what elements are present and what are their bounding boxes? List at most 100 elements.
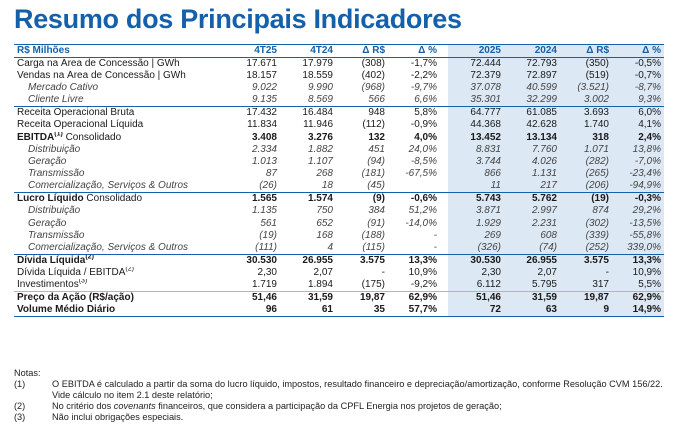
table-cell: 866 [448, 168, 504, 181]
footnote-ref: (2) [85, 254, 94, 261]
table-cell: (74) [504, 241, 560, 255]
table-cell: 339,0% [612, 241, 664, 255]
table-cell: (308) [361, 58, 385, 69]
table-cell: 13,3% [388, 253, 440, 267]
table-cell: 1.013 [251, 156, 277, 168]
table-row: Comercialização, Serviços & Outros (111) 4… [14, 241, 664, 255]
row-label-text: Dívida Líquida / EBITDA [17, 266, 126, 278]
table-cell: 269 [448, 229, 504, 242]
table-cell: 1.882 [307, 143, 333, 155]
row-label-text: Geração [28, 217, 67, 229]
row-label: Comercialização, Serviços & Outros [14, 242, 224, 255]
table-cell: 35.301 [448, 94, 504, 107]
row-label: Receita Operacional Líquida [14, 119, 224, 131]
table-cell: (45) [367, 180, 385, 192]
table-cell: (26) [259, 180, 277, 192]
table-cell: 72.444 [448, 57, 504, 70]
table-cell: 268 [316, 168, 333, 180]
col-header-delta-rs-q: Δ R$ [336, 44, 388, 58]
table-row: Distribuição 2.334 1.882 451 24,0% 8.831 7.760… [14, 143, 664, 156]
table-row: Preço da Ação (R$/ação) 51,46 31,59 19,87 62… [14, 291, 664, 305]
table-header-row: R$ Milhões 4T25 4T24 Δ R$ Δ % 2025 2024 … [14, 44, 664, 58]
table-cell: 566 [368, 94, 385, 106]
table-cell: 30.530 [448, 253, 504, 267]
table-cell: 17.671 [246, 58, 277, 69]
table-cell: (181) [361, 168, 385, 180]
table-cell: 6.112 [448, 279, 504, 292]
table-cell: 61.085 [504, 106, 560, 120]
footnote-ref: (1) [54, 131, 63, 138]
row-label-text: Comercialização, Serviços & Outros [28, 241, 189, 253]
table-row: Transmissão 87 268 (181) -67,5% 866 1.131 (265)… [14, 168, 664, 181]
row-label-text: Geração [28, 156, 67, 168]
header-label: R$ Milhões [14, 44, 224, 58]
table-cell: 1.107 [307, 156, 333, 168]
table-cell: -9,2% [410, 279, 437, 291]
table-row: Receita Operacional Líquida 11.834 11.946 (… [14, 119, 664, 132]
col-header-2024: 2024 [504, 44, 560, 58]
table-row: Geração 1.013 1.107 (94) -8,5% 3.744 4.026 (282… [14, 155, 664, 169]
row-label-text: Investimentos [17, 279, 79, 291]
table-cell: 10,9% [408, 266, 437, 278]
row-label-text: Carga na Área de Concessão | GWh [17, 58, 180, 69]
table-cell: 8.569 [307, 94, 333, 106]
table-cell: (94) [367, 156, 385, 168]
table-cell: 18 [321, 180, 333, 192]
table-cell: 13,8% [612, 143, 664, 156]
note-item: (2) No critério dos covenants financeiro… [14, 401, 674, 412]
table-cell: 11.834 [247, 119, 277, 131]
note-text: Não inclui obrigações especiais. [52, 412, 184, 422]
table-cell: 9 [560, 304, 612, 318]
table-cell: 1.071 [560, 143, 612, 156]
table-cell: 51,46 [224, 291, 280, 305]
table-cell: 2.231 [504, 217, 560, 230]
table-cell: 40.599 [504, 82, 560, 95]
row-label: Geração [14, 156, 224, 168]
table-cell: 4,0% [414, 131, 437, 143]
row-label: Geração [14, 218, 224, 230]
table-cell: 3.693 [560, 106, 612, 120]
table-cell: (339) [560, 229, 612, 242]
table-cell: (3.521) [560, 82, 612, 95]
table-cell: 2,4% [612, 131, 664, 144]
col-gap [440, 180, 448, 193]
table-cell: -13,5% [612, 217, 664, 230]
row-label-suffix: Consolidado [62, 131, 122, 143]
table-cell: 3.575 [560, 253, 612, 267]
row-label: Investimentos(3) [14, 279, 224, 292]
col-gap [440, 253, 448, 267]
notes-heading: Notas: [14, 368, 41, 378]
table-row: Mercado Cativo 9.022 9.990 (968) -9,7% 37.078… [14, 82, 664, 95]
table-cell: (350) [560, 57, 612, 70]
table-cell: 29,2% [612, 205, 664, 218]
table-cell: 2,30 [448, 266, 504, 280]
table-cell: (302) [560, 217, 612, 230]
col-gap [440, 242, 448, 255]
table-cell: 1.574 [280, 192, 336, 206]
table-cell: -55,8% [612, 229, 664, 242]
table-cell: 16.484 [280, 106, 336, 120]
row-label-text: Transmissão [28, 229, 85, 241]
col-header-delta-pct-q: Δ % [388, 44, 440, 58]
table-cell: -0,9% [410, 119, 437, 131]
table-cell: 3.575 [336, 253, 388, 267]
table-row: Vendas na Área de Concessão | GWh 18.157 1… [14, 70, 664, 83]
table-cell: 3.744 [448, 155, 504, 169]
table-cell: -14,0% [405, 217, 437, 229]
row-label: Dívida Líquida / EBITDA(2) [14, 267, 224, 279]
table-cell: 72.793 [504, 57, 560, 70]
table-cell: 750 [316, 205, 333, 217]
row-label: Distribuição [14, 144, 224, 156]
table-row: EBITDA(1) Consolidado 3.408 3.276 132 4,0% 13… [14, 131, 664, 144]
table-cell: 19,87 [336, 291, 388, 305]
table-cell: 18.157 [246, 70, 277, 82]
row-label-text: Distribuição [28, 205, 81, 217]
table-cell: (19) [560, 192, 612, 206]
table-cell: 5.743 [448, 192, 504, 206]
table-cell: 8.831 [448, 143, 504, 156]
table-cell: 5,8% [388, 106, 440, 120]
table-row: Transmissão (19) 168 (188) -269 608 (339) -55,8… [14, 229, 664, 242]
table-cell: 87 [265, 168, 277, 180]
table-cell: 13.452 [448, 131, 504, 144]
table-row: Investimentos(3) 1.719 1.894 (175) -9,2% 6.11… [14, 279, 664, 292]
